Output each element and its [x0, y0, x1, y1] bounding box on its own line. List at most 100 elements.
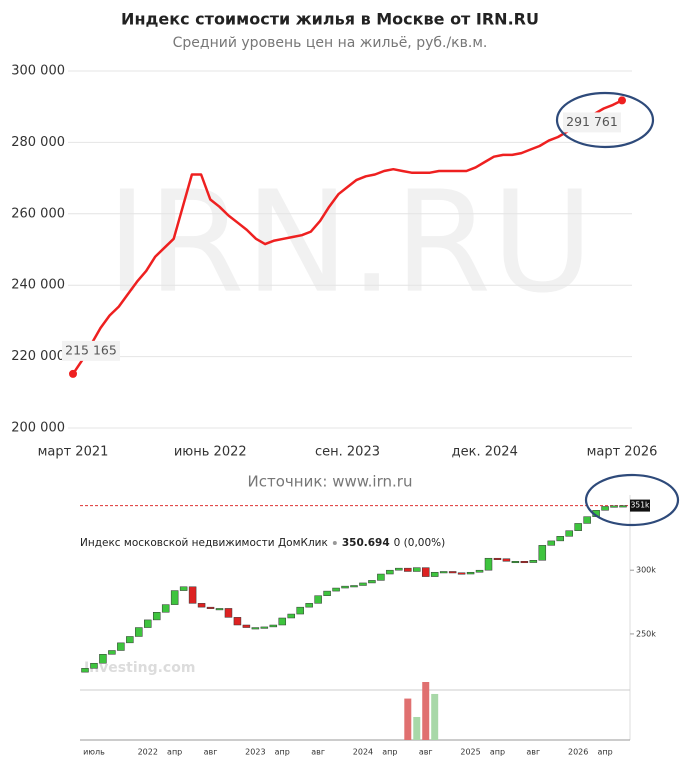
- x-tick-label: июль: [83, 748, 105, 757]
- x-tick-label: март 2026: [587, 445, 658, 460]
- x-tick-label: авг: [204, 748, 218, 757]
- candle: [350, 585, 358, 588]
- candle: [413, 567, 421, 572]
- candle: [619, 505, 627, 508]
- label-bg: [563, 112, 621, 133]
- line: [71, 99, 623, 375]
- x-tick-label: апр: [275, 748, 290, 757]
- candle: [152, 612, 161, 621]
- x-tick-label: март 2021: [38, 445, 109, 460]
- label-bg: [62, 340, 120, 361]
- x-tick-label: 2022: [138, 748, 158, 757]
- instrument-header: Индекс московской недвижимости ДомКлик 35…: [80, 537, 445, 549]
- candle: [323, 590, 331, 596]
- y-tick-label: 200 000: [11, 421, 65, 436]
- point: [618, 96, 626, 105]
- source: Источник: www.irn.ru: [248, 473, 413, 491]
- x-tick-label: авг: [419, 748, 433, 757]
- volume-bar: [431, 693, 439, 740]
- candle: [260, 626, 269, 629]
- candle: [341, 585, 349, 589]
- x-tick-label: 2025: [460, 748, 480, 757]
- x-tick-label: апр: [490, 748, 505, 757]
- candle: [404, 567, 412, 572]
- candle: [359, 582, 367, 586]
- price-label: 351k: [631, 501, 650, 510]
- candle: [574, 523, 582, 531]
- y-tick-label: 300k: [636, 566, 656, 575]
- candle: [251, 627, 260, 630]
- watermark: Investing.com: [84, 660, 195, 676]
- x-tick-label: апр: [382, 748, 397, 757]
- volume-bar: [422, 682, 430, 740]
- x-tick-label: 2023: [245, 748, 265, 757]
- candle: [430, 571, 439, 577]
- candle: [368, 580, 376, 584]
- candle: [583, 516, 591, 524]
- y-tick-label: 280 000: [11, 135, 65, 150]
- candle: [161, 604, 170, 613]
- x-tick-label: 2026: [568, 748, 588, 757]
- candle: [278, 617, 287, 626]
- y-tick-label: 300 000: [11, 64, 65, 79]
- x-tick-label: сен. 2023: [315, 445, 380, 460]
- candle: [81, 668, 89, 673]
- candle: [144, 619, 152, 628]
- candle: [269, 624, 278, 628]
- candle: [117, 642, 125, 651]
- candle: [466, 571, 475, 575]
- candle: [538, 545, 547, 561]
- instrument-name: Индекс московской недвижимости ДомКлик: [80, 537, 328, 549]
- point: [69, 369, 77, 378]
- candle: [206, 606, 215, 609]
- candle: [484, 557, 493, 571]
- candle: [601, 506, 609, 511]
- candle: [377, 573, 385, 581]
- candle: [547, 540, 556, 546]
- y-tick-label: 220 000: [11, 349, 65, 364]
- candle: [179, 586, 188, 591]
- candle: [233, 617, 242, 626]
- y-tick-label: 250k: [636, 629, 656, 638]
- price-tag: [630, 499, 650, 512]
- candle: [475, 569, 484, 573]
- x-tick-label: 2024: [353, 748, 373, 757]
- candle: [296, 606, 304, 615]
- candle: [215, 608, 224, 611]
- candle: [197, 603, 206, 608]
- candle: [305, 603, 313, 608]
- data-label: 291 761: [566, 114, 618, 129]
- change: 0 (0,00%): [394, 537, 446, 549]
- candle: [395, 567, 403, 571]
- candle: [493, 557, 502, 560]
- candle: [556, 536, 564, 542]
- x-tick-label: апр: [597, 748, 612, 757]
- candle: [457, 572, 466, 575]
- last-value: 350.694: [342, 537, 390, 549]
- x-tick-label: авг: [311, 748, 325, 757]
- candle: [242, 624, 251, 628]
- x-tick-label: авг: [526, 748, 540, 757]
- chart-title: Индекс стоимости жилья в Москве от IRN.R…: [121, 10, 539, 29]
- candle: [126, 636, 134, 644]
- x-tick-label: дек. 2024: [452, 445, 518, 460]
- candle: [386, 569, 394, 575]
- candle: [502, 558, 511, 562]
- candle: [135, 627, 143, 637]
- x-tick-label: июнь 2022: [174, 445, 247, 460]
- candle: [108, 650, 116, 655]
- y-tick-label: 240 000: [11, 278, 65, 293]
- candle: [170, 590, 179, 605]
- data-label: 215 165: [65, 342, 117, 357]
- volume-bar: [413, 716, 421, 740]
- candle: [188, 586, 197, 604]
- x-tick-label: апр: [167, 748, 182, 757]
- candle: [511, 561, 520, 564]
- annotation-circle: [584, 473, 680, 527]
- candle: [439, 571, 448, 574]
- candle: [287, 613, 295, 619]
- candle: [332, 587, 340, 592]
- candle: [90, 662, 98, 669]
- candle: [314, 595, 322, 604]
